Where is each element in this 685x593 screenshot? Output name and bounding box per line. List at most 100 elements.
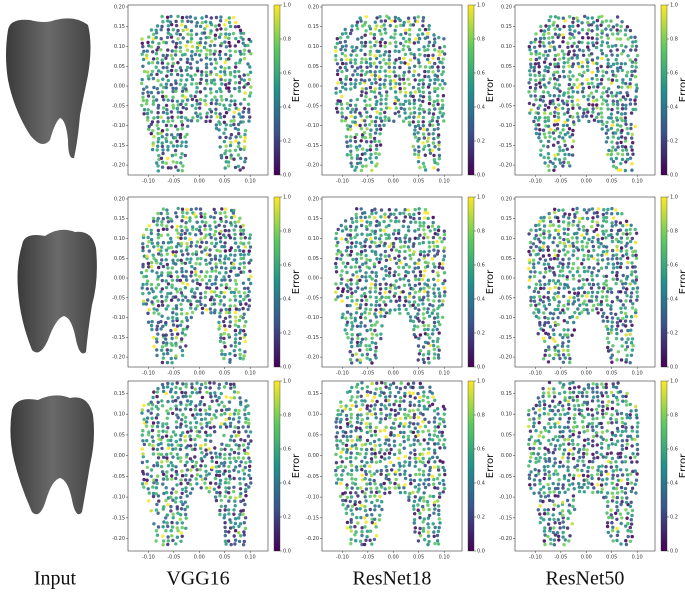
point-dot	[234, 65, 238, 69]
point-dot	[185, 211, 189, 215]
point-dot	[213, 37, 217, 41]
point-dot	[590, 77, 594, 81]
point-dot	[594, 89, 599, 93]
point-dot	[171, 40, 175, 44]
point-dot	[407, 239, 412, 244]
point-dot	[228, 78, 232, 82]
point-dot	[180, 526, 184, 530]
point-dot	[194, 460, 199, 465]
point-dot	[199, 444, 203, 448]
point-dot	[236, 390, 240, 395]
point-dot	[441, 103, 445, 107]
point-dot	[625, 126, 629, 131]
point-dot	[214, 451, 218, 455]
point-dot	[614, 237, 619, 242]
point-dot	[164, 320, 168, 325]
point-dot	[570, 56, 574, 60]
point-dot	[243, 139, 247, 143]
point-dot	[194, 273, 198, 277]
point-dot	[384, 106, 389, 110]
point-dot	[373, 106, 377, 111]
colorbar-label: Error	[291, 269, 302, 294]
point-dot	[534, 83, 538, 87]
point-dot	[368, 85, 373, 90]
point-dot	[580, 262, 584, 266]
point-dot	[224, 271, 228, 275]
y-tick-label: 0.20	[308, 196, 319, 202]
point-dot	[561, 40, 565, 44]
point-dot	[595, 18, 600, 23]
point-dot	[159, 245, 164, 249]
point-dot	[587, 237, 591, 242]
point-dot	[359, 486, 363, 490]
point-dot	[552, 332, 556, 337]
point-dot	[189, 40, 193, 44]
point-dot	[222, 70, 227, 74]
point-dot	[231, 525, 236, 529]
point-dot	[619, 24, 623, 29]
point-dot	[398, 77, 402, 81]
point-dot	[432, 482, 436, 486]
point-dot	[141, 439, 145, 443]
point-dot	[208, 261, 212, 265]
point-dot	[335, 37, 339, 41]
point-dot	[350, 477, 354, 481]
point-dot	[248, 269, 252, 273]
point-dot	[614, 253, 619, 257]
point-dot	[365, 148, 369, 152]
point-dot	[243, 412, 247, 417]
point-dot	[146, 311, 150, 315]
point-dot	[238, 262, 242, 266]
point-dot	[140, 52, 144, 56]
point-dot	[170, 477, 174, 481]
point-dot	[421, 526, 426, 531]
point-dot	[214, 72, 219, 77]
point-dot	[178, 438, 183, 442]
point-dot	[236, 24, 241, 29]
point-dot	[224, 135, 228, 140]
point-dot	[204, 56, 209, 60]
point-dot	[171, 538, 175, 543]
point-dot	[345, 295, 350, 300]
point-dot	[237, 112, 241, 116]
y-tick-label: -0.15	[112, 143, 125, 149]
point-dot	[630, 236, 634, 241]
point-dot	[389, 19, 394, 23]
point-dot	[418, 221, 422, 225]
point-dot	[562, 319, 566, 323]
point-dot	[344, 31, 348, 35]
point-dot	[145, 287, 149, 291]
point-dot	[630, 306, 635, 310]
point-dot	[334, 106, 339, 111]
point-dot	[354, 145, 359, 149]
point-dot	[536, 237, 541, 241]
point-dot	[358, 278, 362, 282]
point-dot	[436, 162, 440, 166]
point-dot	[431, 53, 435, 57]
point-dot	[165, 111, 169, 116]
point-dot	[534, 286, 538, 291]
point-dot	[547, 298, 551, 302]
point-dot	[165, 74, 169, 78]
point-dot	[408, 291, 412, 296]
point-dot	[151, 102, 155, 106]
point-dot	[556, 53, 560, 57]
point-dot	[431, 494, 436, 499]
point-dot	[379, 44, 383, 48]
point-dot	[228, 424, 233, 428]
point-dot	[433, 48, 437, 52]
point-dot	[378, 15, 382, 19]
point-dot	[370, 208, 374, 213]
point-dot	[539, 153, 543, 157]
point-dot	[407, 99, 411, 103]
point-dot	[204, 262, 209, 266]
point-dot	[193, 213, 197, 217]
point-dot	[196, 69, 200, 73]
point-dot	[600, 258, 605, 262]
point-dot	[204, 385, 208, 390]
point-dot	[185, 78, 189, 82]
point-dot	[543, 315, 547, 320]
point-dot	[413, 526, 417, 530]
point-dot	[185, 15, 189, 19]
point-dot	[591, 216, 595, 220]
